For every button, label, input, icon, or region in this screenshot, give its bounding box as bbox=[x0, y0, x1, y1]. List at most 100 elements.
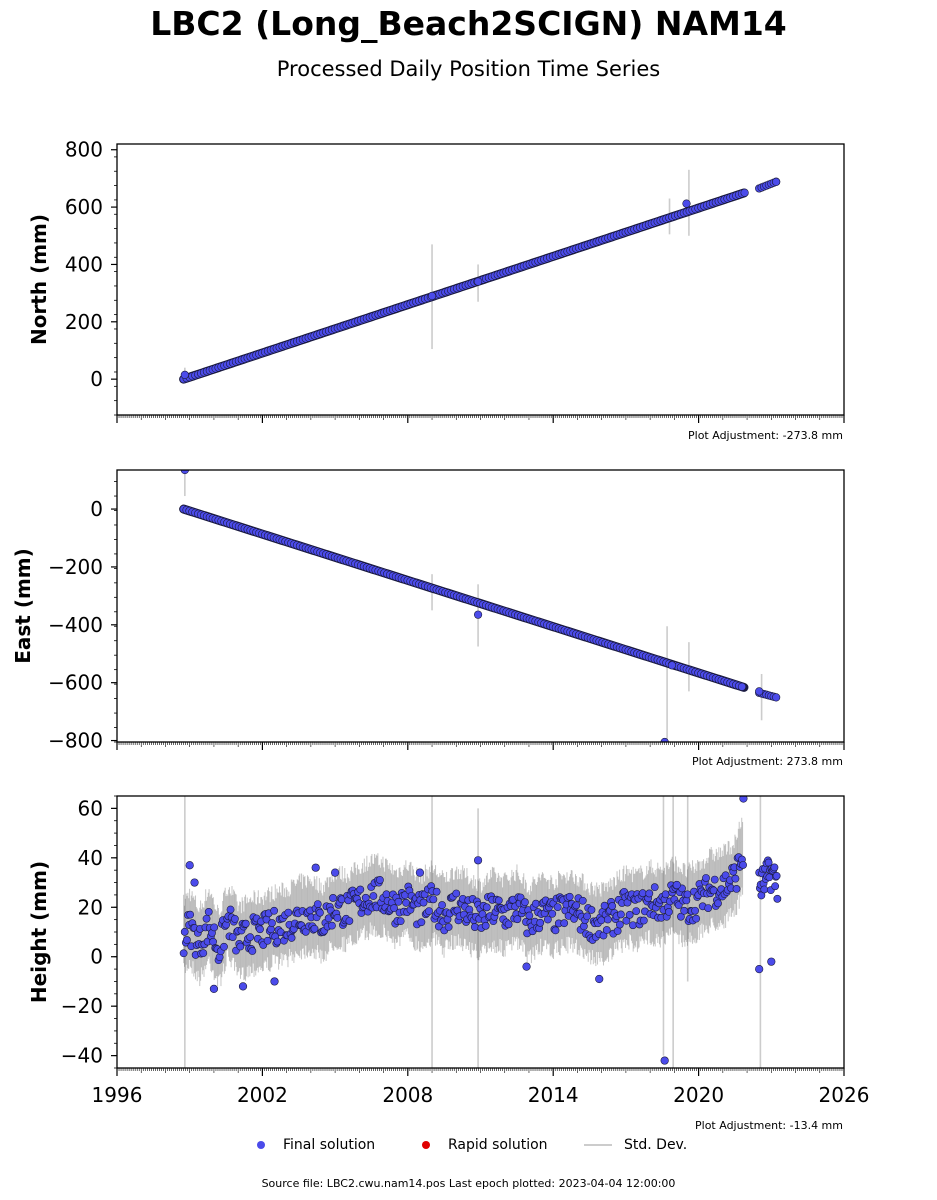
data-point bbox=[444, 923, 453, 931]
y-tick-label: 400 bbox=[65, 252, 103, 276]
data-point bbox=[345, 917, 354, 925]
data-point bbox=[595, 974, 604, 984]
y-tick-label: 200 bbox=[65, 310, 103, 334]
y-tick-label: −400 bbox=[48, 613, 103, 637]
data-point bbox=[246, 933, 255, 942]
data-point bbox=[438, 901, 446, 909]
data-point bbox=[667, 661, 677, 670]
data-point bbox=[180, 370, 189, 379]
data-point bbox=[732, 885, 741, 893]
data-point bbox=[186, 910, 195, 919]
data-point bbox=[660, 1056, 669, 1065]
data-point bbox=[773, 894, 782, 903]
data-point bbox=[572, 901, 581, 910]
data-point bbox=[587, 906, 596, 914]
data-point bbox=[737, 682, 747, 691]
y-tick-label: −600 bbox=[48, 671, 103, 695]
data-point bbox=[452, 889, 461, 898]
data-point bbox=[617, 910, 625, 919]
plot-area bbox=[179, 796, 782, 1068]
data-point bbox=[333, 913, 342, 922]
data-point bbox=[310, 924, 319, 933]
data-point bbox=[551, 926, 560, 935]
final-solution-marker-icon bbox=[257, 1141, 265, 1149]
data-point bbox=[771, 882, 780, 891]
data-point bbox=[760, 885, 769, 894]
data-point bbox=[419, 898, 428, 907]
data-point bbox=[531, 899, 540, 908]
data-point bbox=[548, 909, 557, 918]
y-tick-label: 60 bbox=[78, 796, 103, 820]
data-point bbox=[329, 894, 337, 902]
panel-2: 0 −200 −400 −600 −800 East (mm) bbox=[11, 469, 845, 753]
data-point bbox=[770, 863, 779, 872]
data-point bbox=[209, 984, 219, 993]
data-point bbox=[755, 964, 764, 974]
y-axis-label: Height (mm) bbox=[27, 861, 51, 1003]
data-point bbox=[714, 899, 722, 908]
y-tick-label: −800 bbox=[48, 729, 103, 753]
data-point bbox=[180, 927, 189, 936]
data-point bbox=[236, 942, 245, 951]
data-point bbox=[578, 896, 587, 905]
data-point bbox=[316, 908, 324, 917]
data-point bbox=[210, 923, 219, 932]
data-point bbox=[622, 916, 631, 925]
data-point bbox=[677, 912, 685, 921]
data-point bbox=[396, 917, 405, 926]
data-point bbox=[767, 957, 776, 966]
y-tick-label: 0 bbox=[90, 497, 103, 521]
data-point bbox=[560, 919, 569, 928]
data-point bbox=[382, 890, 391, 899]
data-point bbox=[204, 907, 213, 916]
data-point bbox=[565, 892, 574, 901]
data-point bbox=[270, 977, 279, 986]
data-point bbox=[632, 907, 641, 915]
data-point bbox=[525, 911, 534, 920]
y-tick-label: 0 bbox=[90, 367, 103, 391]
data-point bbox=[481, 921, 490, 930]
data-point bbox=[755, 687, 764, 696]
data-point bbox=[248, 947, 257, 955]
data-point bbox=[394, 897, 403, 906]
data-point bbox=[672, 880, 681, 890]
data-point bbox=[482, 903, 491, 912]
data-point bbox=[494, 896, 503, 905]
data-point bbox=[376, 876, 384, 884]
y-tick-label: 600 bbox=[65, 195, 103, 219]
y-axis-label: East (mm) bbox=[11, 548, 35, 664]
data-point bbox=[661, 890, 670, 899]
chart-title: LBC2 (Long_Beach2SCIGN) NAM14 bbox=[150, 4, 787, 43]
chart-subtitle: Processed Daily Position Time Series bbox=[276, 57, 661, 81]
legend-rapid-solution: Rapid solution bbox=[422, 1137, 548, 1153]
data-point bbox=[710, 875, 719, 884]
data-point bbox=[179, 949, 188, 958]
data-point bbox=[429, 895, 438, 904]
data-point bbox=[417, 918, 426, 927]
data-point bbox=[680, 906, 689, 915]
data-point bbox=[270, 906, 279, 915]
y-axis-label: North (mm) bbox=[27, 214, 51, 345]
height-plot-adjustment: Plot Adjustment: -13.4 mm bbox=[695, 1119, 843, 1132]
data-point bbox=[629, 921, 637, 930]
y-tick-label: 20 bbox=[78, 895, 103, 919]
data-point bbox=[331, 868, 340, 877]
data-point bbox=[311, 863, 320, 872]
y-tick-label: −200 bbox=[48, 555, 103, 579]
std-dev-line-icon bbox=[584, 1144, 612, 1146]
data-point bbox=[183, 936, 191, 944]
data-point bbox=[600, 901, 609, 910]
data-point bbox=[273, 937, 282, 946]
data-point bbox=[521, 898, 529, 907]
y-tick-label: −40 bbox=[61, 1044, 103, 1068]
data-point bbox=[220, 942, 228, 951]
data-point bbox=[415, 868, 425, 877]
data-point bbox=[284, 908, 293, 917]
data-point bbox=[263, 936, 272, 945]
y-tick-label: −20 bbox=[61, 994, 103, 1018]
data-point bbox=[390, 904, 399, 913]
data-point bbox=[356, 885, 365, 894]
data-point bbox=[256, 925, 264, 934]
data-point bbox=[522, 962, 531, 971]
